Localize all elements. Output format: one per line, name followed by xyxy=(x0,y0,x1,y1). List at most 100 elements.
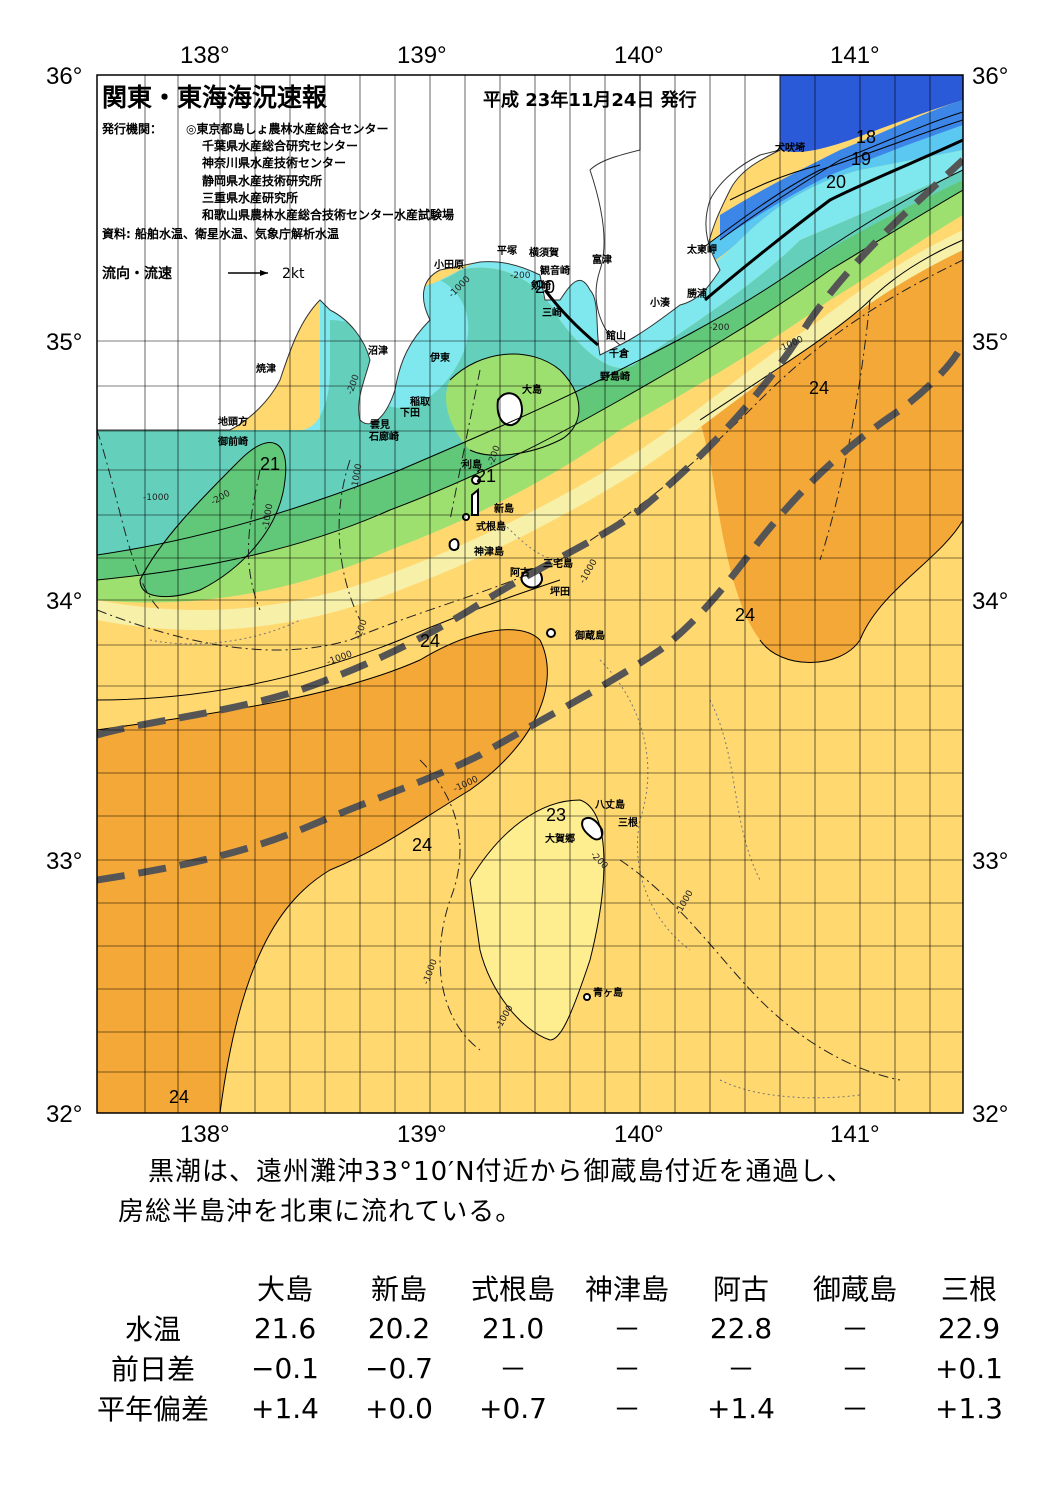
summary-line-1: 黒潮は、遠州灘沖33°10′N付近から御蔵島付近を通過し、 xyxy=(148,1157,854,1187)
isotherm-label-24-sw: 24 xyxy=(412,835,432,855)
publisher-3: 静岡県水産技術研究所 xyxy=(202,173,322,188)
lon-tick-bottom-138: 138° xyxy=(180,1121,230,1148)
depth-label: -1000 xyxy=(261,503,275,531)
lat-lon-grid-fine xyxy=(97,75,963,1113)
table-cell: － xyxy=(498,1353,527,1386)
table-cell: +1.4 xyxy=(707,1391,775,1425)
depth-label: -200 xyxy=(709,323,730,333)
table-cell: － xyxy=(726,1353,755,1386)
isotherm-label-18: 18 xyxy=(856,127,876,147)
place-toshima: 利島 xyxy=(462,458,482,471)
isotherm-label-group: 18 19 20 20 21 21 23 24 24 24 24 24 xyxy=(169,127,876,1107)
place-ako: 阿古 xyxy=(510,566,530,579)
island-oshima xyxy=(496,392,523,427)
table-cell: － xyxy=(840,1313,869,1346)
kuroshio-axis-inner xyxy=(97,157,963,739)
kuroshio-summary: 黒潮は、遠州灘沖33°10′N付近から御蔵島付近を通過し、 房総半島沖を北東に流… xyxy=(118,1152,998,1232)
lon-tick-top-139: 139° xyxy=(397,42,447,69)
isotherm-label-20-bay: 20 xyxy=(535,277,555,297)
table-cell: 21.6 xyxy=(253,1311,317,1345)
place-nojimazaki: 野島崎 xyxy=(600,370,630,383)
place-tsubota: 坪田 xyxy=(550,585,570,598)
table-cell: － xyxy=(840,1393,869,1426)
table-cell: +0.1 xyxy=(935,1351,1003,1385)
lon-tick-top-141: 141° xyxy=(830,42,880,69)
isotherm-label-24-east: 24 xyxy=(735,605,755,625)
place-kozushima: 神津島 xyxy=(474,545,504,558)
table-cell: － xyxy=(612,1393,641,1426)
table-cell: 22.9 xyxy=(937,1311,1001,1345)
isotherm-label-20-east: 20 xyxy=(826,172,846,192)
sst-zone-18 xyxy=(780,75,963,152)
station-header: 大島 xyxy=(256,1273,313,1306)
place-okago: 大賀郷 xyxy=(545,832,575,845)
table-cell: － xyxy=(612,1313,641,1346)
depth-label: -200 xyxy=(510,271,531,281)
station-header: 御蔵島 xyxy=(812,1273,897,1306)
place-labels: 犬吠埼 太東岬 勝浦 小湊 富津 横須賀 観音崎 平塚 小田原 剱崎 三崎 館山… xyxy=(217,141,805,999)
lon-tick-top-138: 138° xyxy=(180,42,230,69)
depth-dotted-lines xyxy=(149,519,861,1099)
publisher-1: 千葉県水産総合研究センター xyxy=(202,138,358,153)
place-miyakejima: 三宅島 xyxy=(543,557,573,570)
island-aogashima xyxy=(583,993,591,1001)
sea-temperature-map xyxy=(97,75,963,1113)
island-niijima xyxy=(471,487,479,516)
place-futtsu: 富津 xyxy=(592,253,612,266)
isotherm-label-21-west: 21 xyxy=(260,454,280,474)
table-row: 水温 21.6 20.2 21.0 － 22.8 － 22.9 xyxy=(78,1308,1026,1348)
map-frame xyxy=(96,74,964,1114)
issue-date: 平成 23年11月24日 発行 xyxy=(483,89,697,111)
place-mitsune: 三根 xyxy=(618,816,638,829)
station-header: 式根島 xyxy=(470,1273,555,1306)
place-irozaki: 石廊崎 xyxy=(368,430,399,443)
table-cell: 22.8 xyxy=(709,1311,773,1345)
place-odawara: 小田原 xyxy=(433,258,464,271)
table-cell: +0.7 xyxy=(479,1391,547,1425)
place-yokosuka: 横須賀 xyxy=(529,246,559,259)
publisher-0: ◎東京都島しょ農林水産総合センター xyxy=(186,121,388,136)
island-hachijojima xyxy=(581,816,604,841)
lat-tick-right-34: 34° xyxy=(972,588,1008,615)
station-temperature-table: 大島 新島 式根島 神津島 阿古 御蔵島 三根 水温 21.6 20.2 21.… xyxy=(78,1268,1026,1428)
place-omaezaki: 御前崎 xyxy=(217,435,248,448)
lon-tick-top-140: 140° xyxy=(614,42,664,69)
place-kumomi: 雲見 xyxy=(370,419,390,431)
place-taitomisaki: 太東岬 xyxy=(686,243,717,256)
lat-tick-right-36: 36° xyxy=(972,63,1008,90)
lon-tick-bottom-140: 140° xyxy=(614,1121,664,1148)
isotherm-label-21-izu: 21 xyxy=(476,466,496,486)
legend-scale: 2kt xyxy=(282,266,305,282)
lat-tick-left-36: 36° xyxy=(46,63,82,90)
station-header: 新島 xyxy=(370,1273,427,1306)
table-cell: −0.1 xyxy=(251,1351,319,1385)
legend-arrowhead xyxy=(260,270,268,276)
row-label: 水温 xyxy=(124,1313,181,1346)
place-hachijojima: 八丈島 xyxy=(594,798,625,811)
bathymetry-lines xyxy=(97,259,963,1081)
sst-zone-20 xyxy=(680,120,963,280)
place-mikurajima: 御蔵島 xyxy=(574,629,605,642)
island-toshima xyxy=(471,475,481,485)
place-ito: 伊東 xyxy=(429,351,450,364)
lat-tick-left-35: 35° xyxy=(46,329,82,356)
station-header: 三根 xyxy=(940,1273,997,1306)
place-tsurugisaki: 剱崎 xyxy=(530,279,551,292)
table-cell: +0.0 xyxy=(365,1391,433,1425)
island-kozushima xyxy=(448,538,460,551)
place-katsuura: 勝浦 xyxy=(687,287,707,300)
land-boso xyxy=(589,75,781,346)
lat-tick-left-32: 32° xyxy=(46,1101,82,1128)
place-kannonzaki: 観音崎 xyxy=(540,264,570,277)
place-shikinejima: 式根島 xyxy=(476,520,506,533)
publisher-2: 神奈川県水産技術センター xyxy=(202,155,346,170)
isotherm-label-24-south: 24 xyxy=(169,1087,189,1107)
table-row: 前日差 −0.1 −0.7 － － － － +0.1 xyxy=(78,1348,1026,1388)
lon-tick-bottom-141: 141° xyxy=(830,1121,880,1148)
depth-label: -1000 xyxy=(350,463,364,491)
place-numazu: 沼津 xyxy=(368,344,388,357)
isotherm-20-bold xyxy=(704,138,963,302)
table-header-row: 大島 新島 式根島 神津島 阿古 御蔵島 三根 xyxy=(78,1268,1026,1308)
isotherm-20-bold-tokyo xyxy=(543,289,599,347)
row-label: 前日差 xyxy=(110,1353,195,1386)
